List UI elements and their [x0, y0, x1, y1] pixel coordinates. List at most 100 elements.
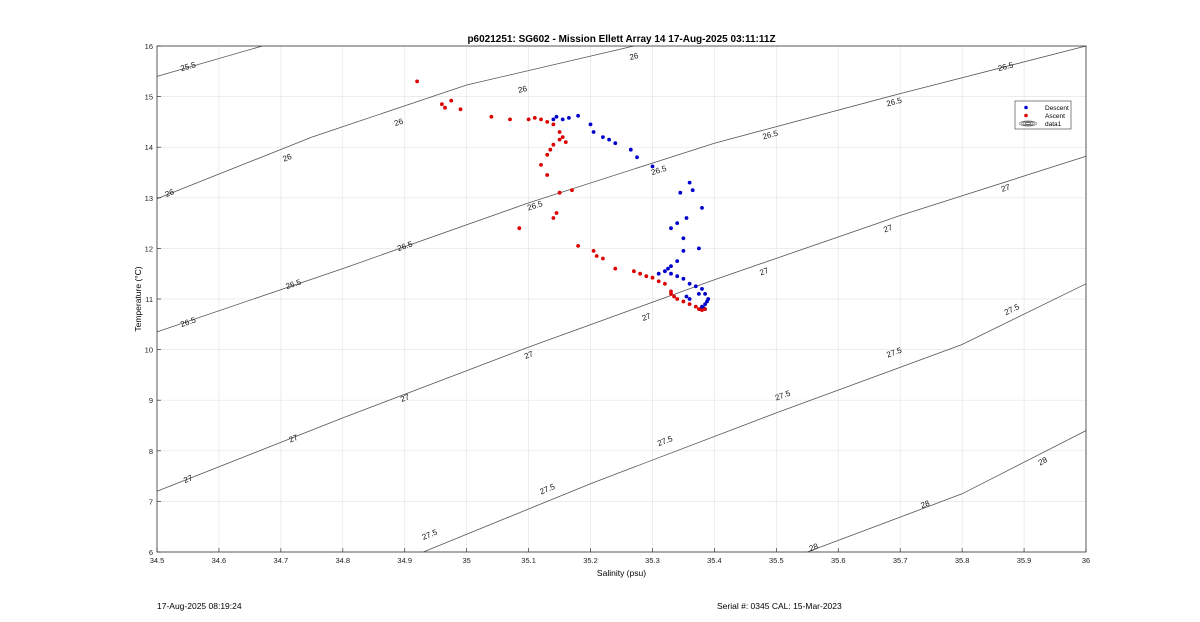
- legend[interactable]: Descent Ascent data1: [1014, 100, 1072, 130]
- descent-point: [678, 190, 683, 195]
- contour-label: 27.5: [1003, 302, 1021, 317]
- contour-line-26: [156, 45, 634, 200]
- legend-descent-label: Descent: [1045, 105, 1069, 112]
- descent-point: [693, 284, 698, 289]
- y-tick-label: 15: [145, 93, 153, 102]
- contour-label: 27.5: [538, 482, 556, 496]
- descent-point: [681, 236, 686, 241]
- contour-label: 27.5: [885, 345, 903, 359]
- contour-label: 26.5: [396, 239, 414, 253]
- ascent-point: [440, 102, 444, 107]
- ascent-point: [594, 254, 599, 258]
- contour-label: 26: [393, 117, 405, 129]
- y-tick-label: 8: [149, 447, 153, 456]
- y-tick-label: 9: [149, 396, 153, 405]
- descent-point: [687, 180, 692, 185]
- descent-point: [703, 302, 707, 306]
- contour-label: 26: [281, 152, 293, 164]
- x-tick-label: 35.5: [769, 556, 784, 565]
- ascent-point: [675, 297, 680, 301]
- x-tick-label: 35: [462, 556, 470, 565]
- descent-point: [675, 274, 680, 279]
- y-tick-label: 6: [149, 548, 153, 557]
- descent-point: [697, 246, 701, 251]
- ascent-point: [554, 211, 559, 215]
- x-tick-label: 35.7: [893, 556, 908, 565]
- series-ascent: [415, 79, 707, 312]
- descent-point: [675, 259, 680, 263]
- ascent-point: [489, 114, 494, 119]
- series-descent: [551, 113, 711, 311]
- x-tick-label: 34.8: [335, 556, 350, 565]
- contour-line-26-5: [156, 45, 1087, 333]
- ascent-point: [697, 307, 701, 311]
- y-tick-label: 14: [145, 143, 153, 152]
- descent-point: [666, 266, 670, 271]
- descent-point: [700, 206, 704, 210]
- x-tick-label: 36: [1082, 556, 1090, 565]
- contour-label: 26.5: [885, 96, 903, 109]
- contour-label: 28: [1037, 455, 1050, 467]
- contour-line-27-5: [423, 283, 1087, 553]
- x-axis-ticks: 34.5 34.6 34.7 34.8 34.9 35 35.1 35.2 35.3 35.4 35…: [150, 548, 1090, 565]
- x-tick-label: 35.8: [955, 556, 970, 565]
- ascent-point: [650, 275, 655, 280]
- ascent-point: [548, 147, 553, 152]
- contour-label: 27: [758, 266, 770, 278]
- descent-point: [591, 130, 596, 134]
- contour-line-27: [156, 155, 1087, 492]
- ascent-point: [570, 188, 574, 193]
- ascent-point: [632, 269, 636, 274]
- contour-label: 28: [808, 541, 820, 553]
- contour-label: 27: [523, 349, 535, 361]
- descent-point: [554, 114, 559, 119]
- ascent-point: [545, 173, 550, 177]
- legend-ascent-label: Ascent: [1045, 113, 1065, 120]
- descent-point: [669, 271, 673, 276]
- x-tick-label: 35.9: [1017, 556, 1032, 565]
- descent-point: [560, 117, 565, 122]
- ascent-point: [560, 135, 565, 140]
- descent-point: [576, 113, 580, 118]
- descent-point: [613, 141, 618, 146]
- contour-label: 26.5: [179, 315, 197, 329]
- x-tick-label: 35.6: [831, 556, 846, 565]
- descent-point: [656, 271, 661, 276]
- x-tick-label: 34.7: [274, 556, 289, 565]
- contour-label: 26.5: [762, 129, 780, 142]
- descent-point: [687, 281, 692, 286]
- ascent-point: [613, 266, 618, 271]
- ascent-point: [693, 304, 698, 309]
- contour-label: 26: [629, 51, 640, 62]
- ascent-point: [669, 292, 673, 296]
- contour-label: 27.5: [656, 434, 674, 448]
- descent-point: [663, 269, 667, 274]
- contour-label: 26: [517, 84, 528, 95]
- y-tick-label: 12: [145, 244, 153, 253]
- descent-point: [669, 264, 673, 268]
- ascent-point: [601, 256, 605, 261]
- descent-point: [607, 137, 611, 142]
- x-axis-label: Salinity (psu): [597, 568, 646, 578]
- x-tick-label: 35.4: [707, 556, 722, 565]
- ascent-point: [703, 307, 707, 311]
- ascent-point: [551, 122, 556, 127]
- contour-label: 27: [641, 311, 653, 323]
- contour-label: 27: [882, 223, 894, 235]
- descent-point: [690, 188, 695, 193]
- ascent-point: [508, 117, 512, 122]
- x-tick-label: 34.6: [212, 556, 227, 565]
- ascent-point: [449, 98, 454, 103]
- legend-data1-label: data1: [1045, 121, 1062, 128]
- footer-timestamp: 17-Aug-2025 08:19:24: [157, 601, 242, 611]
- descent-point: [684, 216, 689, 220]
- ascent-point: [557, 190, 562, 195]
- descent-point: [705, 299, 709, 304]
- descent-point: [669, 226, 673, 231]
- ascent-point: [672, 294, 676, 299]
- y-tick-label: 13: [145, 194, 153, 203]
- descent-point: [650, 164, 655, 169]
- contour-label: 27: [182, 473, 194, 485]
- y-tick-label: 10: [145, 346, 153, 355]
- descent-point: [675, 221, 680, 226]
